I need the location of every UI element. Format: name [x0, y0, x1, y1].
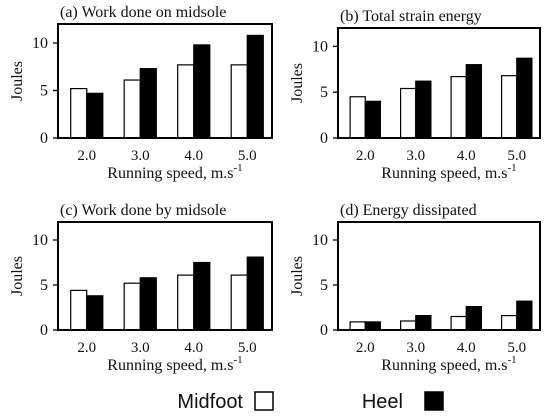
- bar-midfoot-2-0: [70, 87, 88, 139]
- bar-midfoot-4-0: [450, 75, 467, 139]
- legend: Midfoot Heel: [177, 391, 444, 413]
- bar-midfoot-4-0: [450, 315, 467, 331]
- bar-midfoot-2-0: [349, 96, 366, 139]
- bar-heel-4-0: [465, 64, 482, 139]
- y-axis-label: Joules: [9, 256, 26, 296]
- chart-panel-a: (a) Work done on midsole 0 5 10 Joules 2.0 3.0…: [9, 4, 273, 182]
- chart-title: (a) Work done on midsole: [60, 4, 226, 21]
- bar-midfoot-3-0: [400, 87, 417, 139]
- bar-heel-2-0: [364, 321, 381, 331]
- x-axis-label: Running speed, m.s-1: [381, 354, 516, 374]
- x-tick-label: 2.0: [356, 148, 375, 164]
- chart-panel-d: (d) Energy dissipated 0 5 10 Joules 2.0 3.0 4.0…: [289, 202, 541, 374]
- bar-heel-3-0: [415, 80, 432, 139]
- y-tick-label: 10: [312, 38, 328, 55]
- y-axis-label: Joules: [289, 256, 306, 296]
- y-tick-label: 0: [40, 322, 48, 339]
- bar-midfoot-3-0: [123, 79, 141, 139]
- bar-heel-2-0: [86, 92, 104, 139]
- x-tick-label: 3.0: [406, 340, 425, 356]
- x-axis-label: Running speed, m.s-1: [107, 354, 242, 374]
- x-tick-label: 2.0: [356, 340, 375, 356]
- legend-label-midfoot: Midfoot: [177, 391, 243, 413]
- chart-panel-c: (c) Work done by midsole 0 5 10 Joules 2.0 3.0…: [9, 202, 273, 374]
- x-tick-label: 5.0: [507, 148, 526, 164]
- legend-label-heel: Heel: [362, 391, 403, 413]
- y-tick-label: 0: [320, 130, 328, 147]
- y-tick-label: 10: [32, 232, 48, 249]
- x-tick-label: 3.0: [131, 148, 150, 164]
- x-tick-label: 2.0: [77, 148, 96, 164]
- bar-heel-3-0: [415, 315, 432, 331]
- chart-panel-b: (b) Total strain energy 0 5 10 Joules 2.0 3.0 4…: [289, 8, 541, 182]
- bar-midfoot-3-0: [123, 282, 141, 331]
- x-axis-label: Running speed, m.s-1: [381, 162, 516, 182]
- y-tick-label: 5: [320, 84, 328, 101]
- bar-midfoot-5-0: [501, 315, 518, 331]
- plot-frame: [337, 27, 541, 139]
- x-tick-label: 5.0: [238, 340, 257, 356]
- bar-midfoot-2-0: [349, 321, 366, 331]
- y-tick-label: 10: [312, 232, 328, 249]
- x-tick-label: 4.0: [457, 148, 476, 164]
- plot-frame: [57, 23, 273, 139]
- plot-frame: [337, 221, 541, 331]
- x-tick-label: 5.0: [238, 148, 257, 164]
- x-axis-label: Running speed, m.s-1: [107, 162, 242, 182]
- y-axis-label: Joules: [289, 63, 306, 103]
- x-tick-label: 3.0: [406, 148, 425, 164]
- bar-midfoot-4-0: [177, 64, 195, 139]
- bar-heel-3-0: [139, 277, 157, 331]
- bar-midfoot-5-0: [501, 75, 518, 139]
- chart-title: (b) Total strain energy: [340, 8, 482, 25]
- bar-heel-5-0: [246, 256, 264, 331]
- chart-title: (c) Work done by midsole: [60, 202, 226, 219]
- y-tick-label: 5: [320, 277, 328, 294]
- bar-heel-5-0: [516, 57, 533, 139]
- bar-heel-3-0: [139, 68, 157, 139]
- y-tick-label: 10: [32, 35, 48, 52]
- bar-midfoot-3-0: [400, 320, 417, 331]
- chart-panels: (a) Work done on midsole 0 5 10 Joules 2.0 3.0…: [9, 4, 541, 374]
- bar-heel-5-0: [246, 34, 264, 139]
- x-tick-label: 4.0: [457, 340, 476, 356]
- legend-swatch-midfoot: [254, 391, 274, 411]
- bar-heel-4-0: [193, 44, 211, 139]
- y-axis-label: Joules: [9, 61, 26, 101]
- bar-heel-4-0: [193, 261, 211, 331]
- y-tick-label: 0: [40, 130, 48, 147]
- y-tick-label: 0: [320, 322, 328, 339]
- y-tick-label: 5: [40, 277, 48, 294]
- x-tick-label: 5.0: [507, 340, 526, 356]
- bar-heel-5-0: [516, 300, 533, 331]
- x-tick-label: 4.0: [184, 340, 203, 356]
- bar-midfoot-2-0: [70, 289, 88, 331]
- y-tick-label: 5: [40, 83, 48, 100]
- bar-heel-4-0: [465, 306, 482, 331]
- chart-title: (d) Energy dissipated: [340, 202, 477, 219]
- bar-midfoot-4-0: [177, 274, 195, 331]
- x-tick-label: 2.0: [77, 340, 96, 356]
- legend-swatch-heel: [424, 391, 444, 411]
- x-tick-label: 3.0: [131, 340, 150, 356]
- plot-frame: [57, 221, 273, 331]
- x-tick-label: 4.0: [184, 148, 203, 164]
- bar-heel-2-0: [364, 100, 381, 139]
- bar-heel-2-0: [86, 295, 104, 331]
- bar-midfoot-5-0: [230, 64, 248, 139]
- bar-midfoot-5-0: [230, 274, 248, 331]
